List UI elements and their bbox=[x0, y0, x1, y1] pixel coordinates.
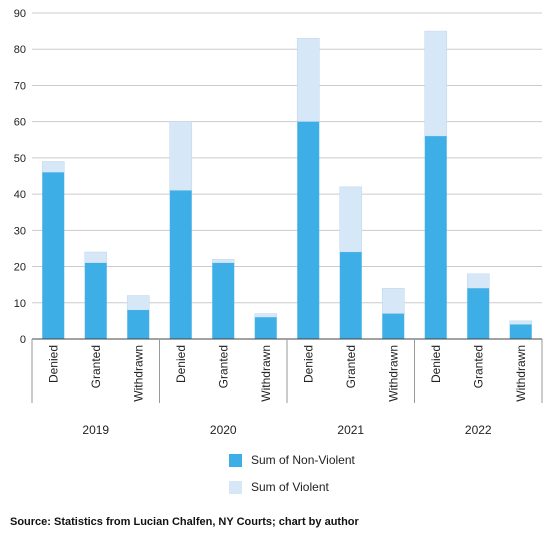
bar-non-violent bbox=[297, 121, 320, 340]
x-group-label: 2019 bbox=[82, 423, 109, 437]
bar-non-violent bbox=[84, 262, 107, 339]
x-category-label: Withdrawn bbox=[259, 345, 273, 402]
legend-swatch-violent bbox=[229, 480, 242, 494]
y-tick-label: 80 bbox=[14, 44, 26, 56]
x-group-label: 2020 bbox=[210, 423, 237, 437]
bar-non-violent bbox=[169, 190, 192, 339]
bar-violent bbox=[424, 30, 448, 137]
y-tick-label: 70 bbox=[14, 80, 26, 92]
x-category-label: Denied bbox=[174, 345, 188, 383]
x-category-label: Withdrawn bbox=[514, 345, 528, 402]
x-category-label: Withdrawn bbox=[131, 345, 145, 402]
bar-non-violent bbox=[509, 324, 532, 339]
bar-non-violent bbox=[254, 317, 277, 339]
legend-label-non-violent: Sum of Non-Violent bbox=[251, 453, 355, 467]
x-group-label: 2021 bbox=[337, 423, 364, 437]
bar-non-violent bbox=[212, 262, 235, 339]
x-category-label: Granted bbox=[216, 345, 230, 388]
y-tick-label: 50 bbox=[14, 153, 26, 165]
y-tick-label: 90 bbox=[14, 8, 26, 20]
bar-violent bbox=[296, 38, 320, 122]
bar-non-violent bbox=[127, 310, 150, 339]
y-tick-label: 10 bbox=[14, 298, 26, 310]
y-tick-label: 40 bbox=[14, 189, 26, 201]
bar-non-violent bbox=[42, 172, 65, 339]
bar-violent bbox=[339, 186, 363, 253]
y-tick-label: 60 bbox=[14, 117, 26, 129]
x-category-label: Granted bbox=[471, 345, 485, 388]
bar-violent bbox=[254, 313, 278, 318]
x-category-label: Granted bbox=[344, 345, 358, 388]
bar-violent bbox=[169, 121, 193, 191]
x-group-label: 2022 bbox=[465, 423, 492, 437]
x-category-label: Denied bbox=[46, 345, 60, 383]
source-note: Source: Statistics from Lucian Chalfen, … bbox=[10, 516, 359, 528]
x-category-label: Granted bbox=[89, 345, 103, 388]
bar-violent bbox=[211, 259, 235, 264]
legend-label-violent: Sum of Violent bbox=[251, 480, 329, 494]
y-tick-label: 20 bbox=[14, 262, 26, 274]
legend-item-non-violent[interactable]: Sum of Non-Violent bbox=[229, 453, 355, 467]
legend-item-violent[interactable]: Sum of Violent bbox=[229, 480, 355, 494]
legend-swatch-non-violent bbox=[229, 453, 242, 467]
y-tick-label: 0 bbox=[20, 334, 26, 346]
bar-violent bbox=[381, 287, 405, 314]
x-category-label: Denied bbox=[429, 345, 443, 383]
x-category-label: Withdrawn bbox=[386, 345, 400, 402]
bar-violent bbox=[41, 161, 65, 173]
bar-violent bbox=[84, 251, 108, 264]
bar-violent bbox=[126, 295, 150, 311]
y-tick-label: 30 bbox=[14, 225, 26, 237]
bar-violent bbox=[509, 320, 533, 325]
x-category-label: Denied bbox=[301, 345, 315, 383]
bar-non-violent bbox=[424, 136, 447, 339]
bar-non-violent bbox=[382, 313, 405, 339]
bar-non-violent bbox=[339, 252, 362, 339]
legend: Sum of Non-Violent Sum of Violent bbox=[229, 453, 355, 507]
bar-violent bbox=[466, 273, 490, 289]
bar-non-violent bbox=[467, 288, 490, 339]
